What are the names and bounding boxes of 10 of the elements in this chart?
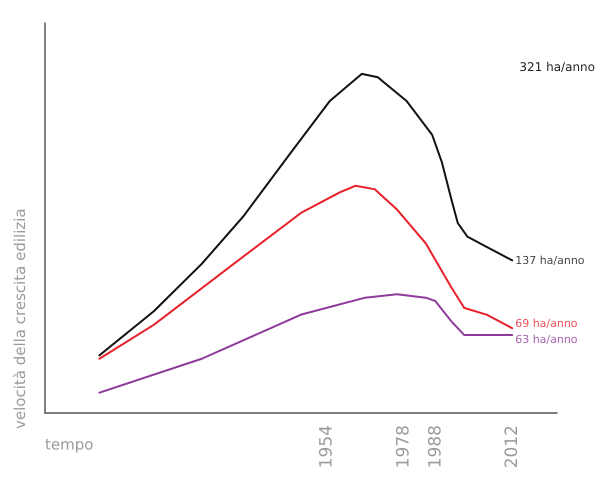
x-tick-label: 1978: [393, 425, 414, 468]
x-tick-label: 1954: [316, 425, 337, 468]
annotation: 137 ha/anno: [515, 254, 585, 267]
y-axis-title: velocità della crescita edilizia: [11, 208, 29, 429]
x-axis-title: tempo: [45, 436, 94, 454]
x-tick-label: 1988: [425, 425, 446, 468]
annotation: 69 ha/anno: [515, 317, 578, 330]
annotation: 321 ha/anno: [519, 60, 596, 74]
x-tick-label: 2012: [502, 425, 522, 468]
annotation: 63 ha/anno: [515, 333, 578, 346]
